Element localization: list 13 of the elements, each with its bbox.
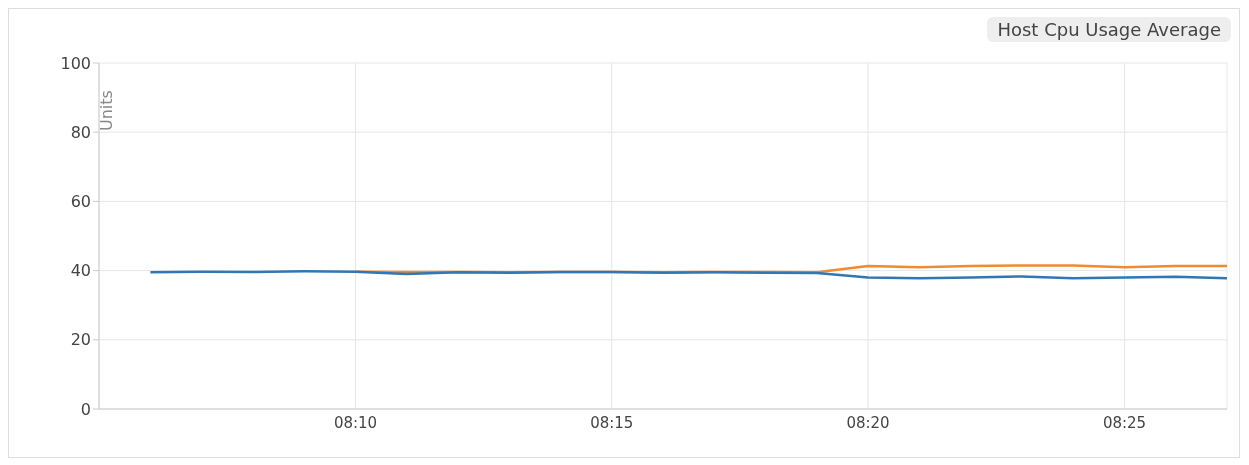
- y-tick-label: 100: [60, 53, 91, 73]
- chart-title: Host Cpu Usage Average: [987, 17, 1231, 42]
- x-tick-label: 08:25: [1102, 413, 1147, 432]
- y-tick-label: 60: [70, 192, 91, 212]
- x-tick-label: 08:15: [590, 413, 634, 432]
- y-tick-label: 20: [70, 330, 91, 350]
- x-tick-label: 08:10: [333, 413, 378, 432]
- y-tick-label: 0: [80, 399, 91, 419]
- y-tick-label: 40: [70, 261, 91, 281]
- y-tick-label: 80: [70, 122, 91, 142]
- y-axis-title: Units: [97, 90, 116, 131]
- x-tick-label: 08:20: [846, 413, 890, 432]
- line-series: [149, 270, 1227, 280]
